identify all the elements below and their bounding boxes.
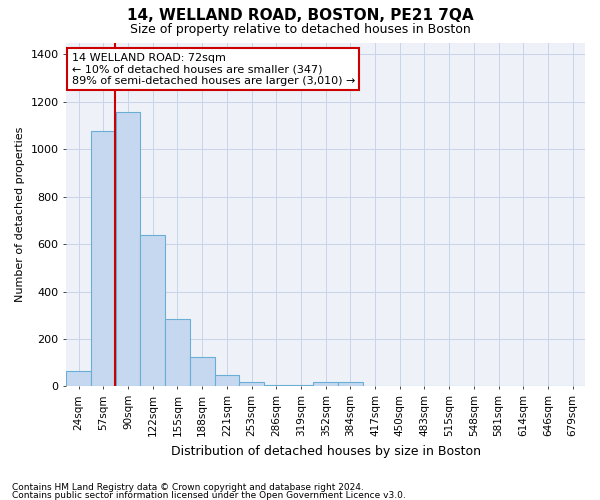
- Bar: [289, 385, 313, 386]
- Bar: [165, 319, 190, 386]
- Bar: [215, 376, 239, 386]
- Bar: [140, 235, 165, 386]
- Bar: [91, 132, 116, 386]
- Bar: [313, 382, 338, 386]
- Text: Contains HM Land Registry data © Crown copyright and database right 2024.: Contains HM Land Registry data © Crown c…: [12, 484, 364, 492]
- Bar: [264, 385, 289, 386]
- Bar: [67, 371, 91, 386]
- Bar: [239, 382, 264, 386]
- Bar: [190, 357, 215, 386]
- Text: 14 WELLAND ROAD: 72sqm
← 10% of detached houses are smaller (347)
89% of semi-de: 14 WELLAND ROAD: 72sqm ← 10% of detached…: [71, 53, 355, 86]
- Y-axis label: Number of detached properties: Number of detached properties: [15, 127, 25, 302]
- Bar: [116, 112, 140, 386]
- Text: 14, WELLAND ROAD, BOSTON, PE21 7QA: 14, WELLAND ROAD, BOSTON, PE21 7QA: [127, 8, 473, 22]
- Text: Size of property relative to detached houses in Boston: Size of property relative to detached ho…: [130, 22, 470, 36]
- Text: Contains public sector information licensed under the Open Government Licence v3: Contains public sector information licen…: [12, 490, 406, 500]
- X-axis label: Distribution of detached houses by size in Boston: Distribution of detached houses by size …: [170, 444, 481, 458]
- Bar: [338, 382, 363, 386]
